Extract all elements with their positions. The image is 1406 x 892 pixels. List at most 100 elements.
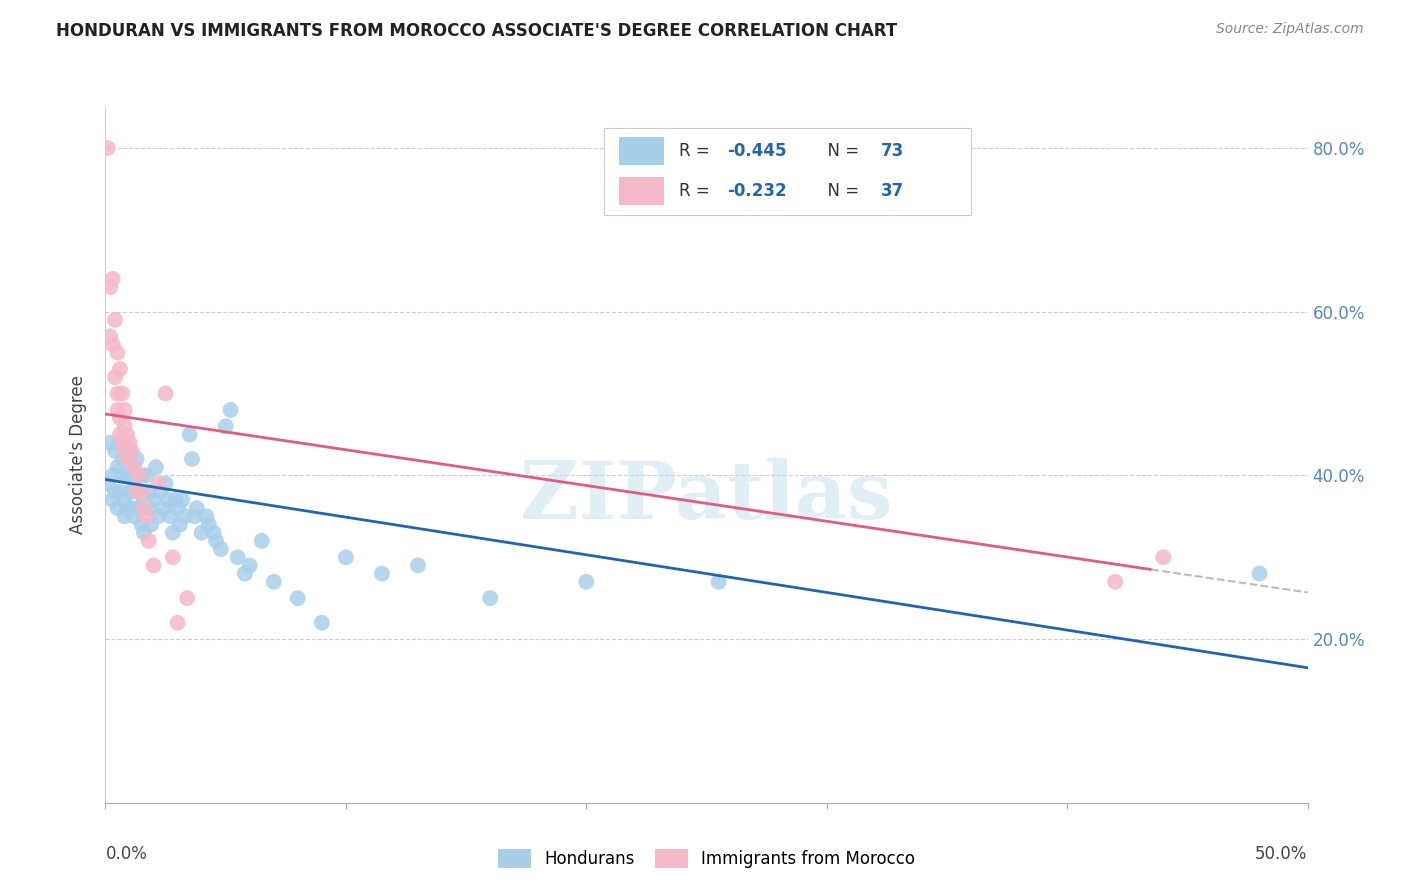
Point bbox=[1249, 566, 1271, 581]
Point bbox=[176, 591, 198, 606]
Point bbox=[125, 484, 148, 499]
Text: 73: 73 bbox=[880, 143, 904, 161]
Point bbox=[108, 362, 131, 376]
Point bbox=[169, 517, 191, 532]
Text: 50.0%: 50.0% bbox=[1256, 845, 1308, 863]
Point bbox=[118, 443, 141, 458]
Point bbox=[98, 329, 121, 343]
Point bbox=[138, 484, 160, 499]
Point bbox=[166, 615, 188, 630]
Point bbox=[132, 501, 155, 516]
Point bbox=[186, 501, 208, 516]
Point bbox=[135, 509, 157, 524]
Point bbox=[98, 435, 121, 450]
Point bbox=[111, 386, 134, 401]
Point bbox=[131, 484, 153, 499]
Point bbox=[335, 550, 357, 565]
Text: N =: N = bbox=[817, 182, 865, 201]
Point bbox=[145, 460, 167, 475]
Bar bbox=[619, 137, 665, 165]
Point bbox=[124, 476, 146, 491]
Point bbox=[479, 591, 502, 606]
Point bbox=[287, 591, 309, 606]
Text: 0.0%: 0.0% bbox=[105, 845, 148, 863]
Point bbox=[149, 484, 172, 499]
Text: 37: 37 bbox=[880, 182, 904, 201]
Point bbox=[107, 386, 129, 401]
Point bbox=[118, 435, 141, 450]
Point bbox=[114, 509, 136, 524]
Point bbox=[124, 509, 146, 524]
Point bbox=[183, 509, 205, 524]
Point bbox=[131, 468, 153, 483]
Point bbox=[239, 558, 262, 573]
Point bbox=[165, 492, 187, 507]
Point bbox=[128, 468, 150, 483]
Text: ZIPatlas: ZIPatlas bbox=[520, 458, 893, 536]
Text: N =: N = bbox=[817, 143, 865, 161]
Point bbox=[107, 345, 129, 359]
Point bbox=[115, 501, 138, 516]
Point bbox=[132, 492, 155, 507]
Point bbox=[198, 517, 221, 532]
Text: HONDURAN VS IMMIGRANTS FROM MOROCCO ASSOCIATE'S DEGREE CORRELATION CHART: HONDURAN VS IMMIGRANTS FROM MOROCCO ASSO… bbox=[56, 22, 897, 40]
Point bbox=[195, 509, 218, 524]
Point bbox=[108, 411, 131, 425]
Point bbox=[181, 452, 204, 467]
Legend: Hondurans, Immigrants from Morocco: Hondurans, Immigrants from Morocco bbox=[491, 842, 922, 874]
Point bbox=[172, 492, 194, 507]
Point bbox=[166, 501, 188, 516]
Point bbox=[1104, 574, 1126, 589]
Point bbox=[202, 525, 225, 540]
Point bbox=[138, 533, 160, 548]
Point bbox=[263, 574, 285, 589]
Point bbox=[226, 550, 249, 565]
Point bbox=[111, 435, 134, 450]
Point bbox=[107, 403, 129, 417]
Point bbox=[162, 525, 184, 540]
Point bbox=[121, 501, 143, 516]
Point bbox=[128, 501, 150, 516]
Point bbox=[101, 272, 124, 286]
Bar bbox=[619, 178, 665, 205]
Point bbox=[101, 468, 124, 483]
Point bbox=[125, 484, 148, 499]
Text: Source: ZipAtlas.com: Source: ZipAtlas.com bbox=[1216, 22, 1364, 37]
Point bbox=[114, 492, 136, 507]
Point bbox=[138, 501, 160, 516]
Y-axis label: Associate's Degree: Associate's Degree bbox=[69, 376, 87, 534]
Point bbox=[104, 484, 127, 499]
Point bbox=[148, 509, 170, 524]
Point bbox=[173, 509, 195, 524]
Point bbox=[132, 525, 155, 540]
Point bbox=[98, 280, 121, 294]
Point bbox=[214, 419, 236, 434]
Point bbox=[107, 460, 129, 475]
Point bbox=[107, 501, 129, 516]
Point bbox=[115, 427, 138, 442]
Point bbox=[118, 484, 141, 499]
Point bbox=[111, 468, 134, 483]
FancyBboxPatch shape bbox=[605, 128, 972, 215]
Point bbox=[114, 403, 136, 417]
Point bbox=[219, 403, 242, 417]
Point bbox=[371, 566, 394, 581]
Point bbox=[114, 443, 136, 458]
Point bbox=[114, 419, 136, 434]
Point bbox=[159, 509, 181, 524]
Point bbox=[108, 435, 131, 450]
Point bbox=[115, 468, 138, 483]
Point bbox=[139, 517, 162, 532]
Point bbox=[406, 558, 429, 573]
Point bbox=[148, 476, 170, 491]
Text: R =: R = bbox=[679, 182, 714, 201]
Point bbox=[575, 574, 598, 589]
Point bbox=[155, 476, 177, 491]
Point bbox=[142, 492, 165, 507]
Point bbox=[125, 452, 148, 467]
Point bbox=[1152, 550, 1174, 565]
Point bbox=[156, 492, 179, 507]
Point bbox=[179, 427, 201, 442]
Point bbox=[131, 517, 153, 532]
Point bbox=[250, 533, 273, 548]
